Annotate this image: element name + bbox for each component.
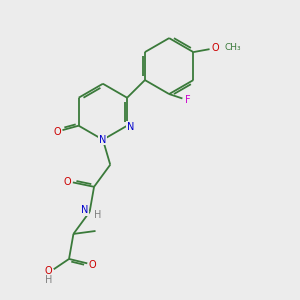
Text: F: F [185,95,191,105]
Text: H: H [45,274,52,285]
Text: N: N [81,206,88,215]
Text: N: N [99,135,106,145]
Text: O: O [211,43,219,53]
Text: CH₃: CH₃ [225,43,242,52]
Text: O: O [53,127,61,136]
Text: O: O [45,266,52,276]
Text: H: H [94,210,102,220]
Text: N: N [127,122,134,132]
Text: O: O [64,177,71,188]
Text: O: O [89,260,96,270]
